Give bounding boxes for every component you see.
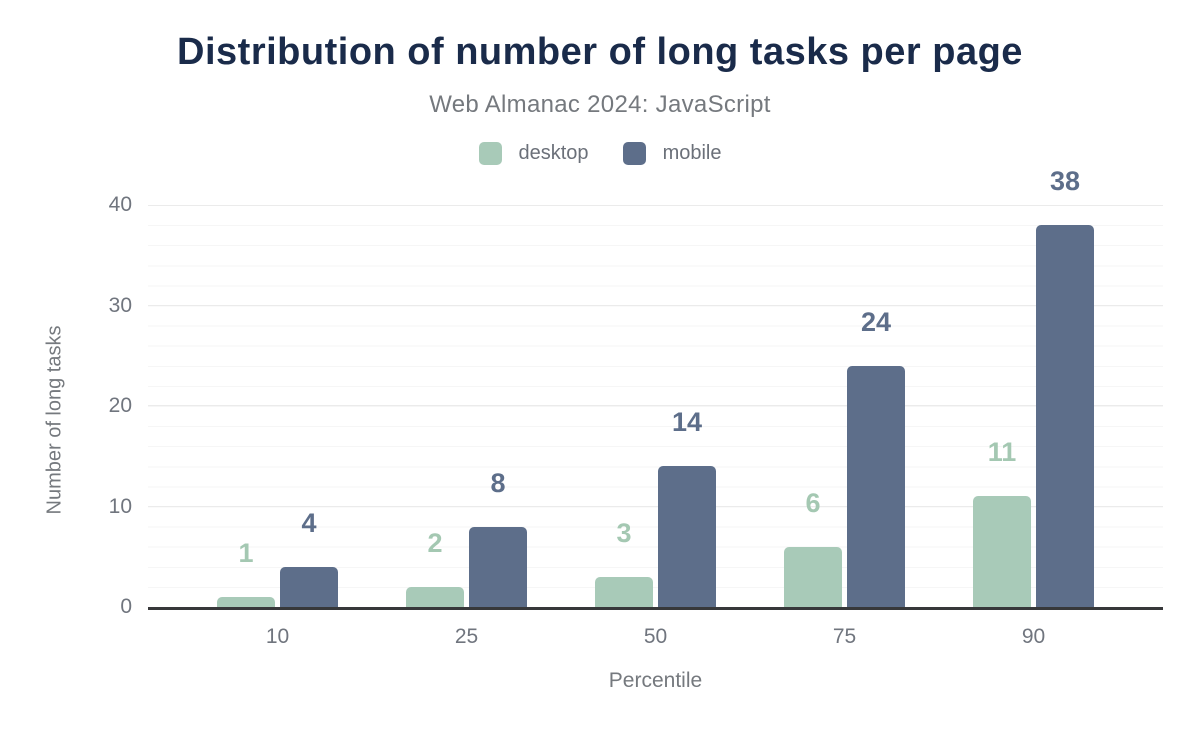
bar-col-mobile: 14	[658, 205, 716, 607]
bar-groups: 1 4 10 2 8 25 3 14 50 6 24 75 11 38 90	[148, 168, 1163, 648]
bar-value-label-desktop-p50: 3	[616, 517, 632, 548]
bar-mobile-p90[interactable]	[1036, 225, 1094, 607]
x-tick-label-90: 90	[1021, 625, 1046, 648]
bar-group-p10: 1 4 10	[183, 205, 372, 648]
bar-mobile-p10[interactable]	[280, 566, 338, 607]
legend-item-desktop[interactable]: desktop	[478, 142, 589, 165]
bar-group-p90: 11 38 90	[939, 168, 1128, 648]
bar-col-mobile: 4	[280, 205, 338, 607]
bar-col-desktop: 11	[973, 205, 1031, 607]
bar-col-mobile: 24	[847, 205, 905, 607]
plot-area: 1 4 10 2 8 25 3 14 50 6 24 75 11 38 90 Percentile	[148, 168, 1163, 692]
y-tick-label-0: 0	[120, 595, 132, 618]
legend-label: mobile	[662, 142, 722, 164]
legend-label: desktop	[518, 142, 589, 164]
gridline	[148, 506, 1163, 507]
bar-value-label-desktop-p75: 6	[805, 487, 821, 518]
bar-desktop-p50[interactable]	[595, 576, 653, 607]
bar-value-label-mobile-p50: 14	[671, 407, 703, 438]
bar-desktop-p10[interactable]	[217, 596, 275, 607]
bar-value-label-desktop-p10: 1	[238, 537, 254, 568]
y-tick-label-40: 40	[108, 193, 132, 216]
bar-group-p50: 3 14 50	[561, 205, 750, 648]
bar-value-label-mobile-p75: 24	[860, 306, 892, 337]
x-axis-title: Percentile	[608, 669, 703, 692]
gridline	[148, 405, 1163, 406]
bar-col-desktop: 1	[217, 205, 275, 607]
chart-title: Distribution of number of long tasks per…	[177, 31, 1023, 73]
x-tick-label-10: 10	[265, 625, 290, 648]
y-tick-label-10: 10	[108, 494, 132, 518]
bar-group-p75: 6 24 75	[750, 205, 939, 648]
legend-item-mobile[interactable]: mobile	[622, 142, 722, 165]
bar-col-mobile: 38	[1036, 168, 1094, 607]
x-tick-label-25: 25	[454, 625, 479, 648]
bar-desktop-p90[interactable]	[973, 496, 1031, 607]
bar-value-label-desktop-p90: 11	[987, 437, 1017, 468]
y-axis-title: Number of long tasks	[43, 325, 66, 515]
bar-mobile-p75[interactable]	[847, 365, 905, 607]
legend: desktop mobile	[0, 142, 1200, 165]
gridline	[148, 305, 1163, 306]
x-tick-label-75: 75	[832, 625, 857, 648]
bar-group-p25: 2 8 25	[372, 205, 561, 648]
bar-value-label-mobile-p25: 8	[490, 467, 506, 498]
chart-subtitle: Web Almanac 2024: JavaScript	[429, 91, 771, 118]
bar-value-label-desktop-p25: 2	[427, 527, 443, 558]
x-tick-label-50: 50	[643, 625, 668, 648]
bar-col-desktop: 3	[595, 205, 653, 607]
bar-col-desktop: 6	[784, 205, 842, 607]
y-tick-label-20: 20	[108, 394, 132, 417]
y-tick-label-30: 30	[108, 293, 132, 317]
gridline	[148, 205, 1163, 206]
desktop-swatch-icon	[478, 142, 502, 165]
bar-desktop-p25[interactable]	[406, 586, 464, 607]
bar-mobile-p25[interactable]	[469, 526, 527, 607]
mobile-swatch-icon	[622, 142, 646, 165]
bar-col-desktop: 2	[406, 205, 464, 607]
bar-value-label-mobile-p90: 38	[1049, 166, 1081, 197]
bar-value-label-mobile-p10: 4	[301, 507, 317, 538]
bar-mobile-p50[interactable]	[658, 466, 716, 607]
bar-desktop-p75[interactable]	[784, 546, 842, 607]
bar-col-mobile: 8	[469, 205, 527, 607]
